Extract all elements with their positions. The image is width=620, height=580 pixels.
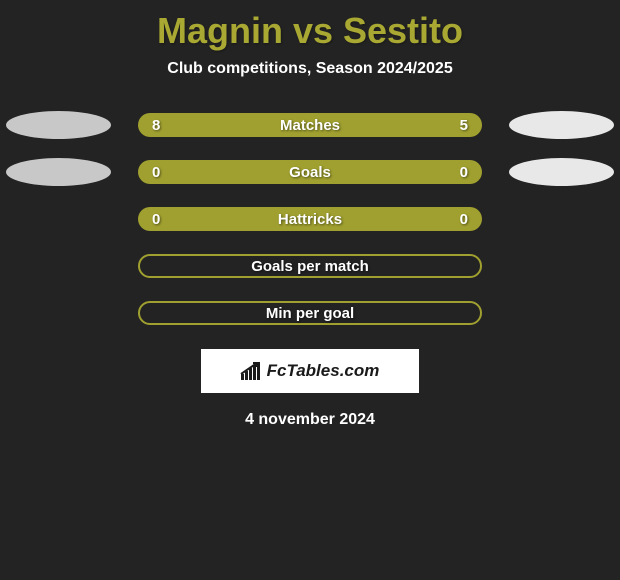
page-title: Magnin vs Sestito [0, 0, 620, 60]
player-right-oval [509, 158, 614, 186]
stat-label: Min per goal [266, 305, 354, 322]
stat-bar: 8 Matches 5 [138, 113, 482, 137]
stat-row-matches: 8 Matches 5 [0, 113, 620, 137]
stat-bar: Goals per match [138, 254, 482, 278]
stat-row-hattricks: 0 Hattricks 0 [0, 207, 620, 231]
stat-value-left: 0 [152, 211, 160, 228]
stat-label: Matches [280, 117, 340, 134]
stat-value-left: 8 [152, 117, 160, 134]
player-left-oval [6, 111, 111, 139]
stat-label: Goals per match [251, 258, 369, 275]
brand-chart-icon [241, 362, 263, 380]
brand-text: FcTables.com [267, 361, 380, 381]
stat-value-right: 5 [460, 117, 468, 134]
stat-rows: 8 Matches 5 0 Goals 0 0 Hattricks 0 Goal… [0, 113, 620, 325]
stat-label: Hattricks [278, 211, 342, 228]
brand-box[interactable]: FcTables.com [201, 349, 419, 393]
player-left-oval [6, 158, 111, 186]
stat-row-min-per-goal: Min per goal [0, 301, 620, 325]
stat-row-goals: 0 Goals 0 [0, 160, 620, 184]
stat-label: Goals [289, 164, 331, 181]
stat-value-left: 0 [152, 164, 160, 181]
generated-date: 4 november 2024 [0, 411, 620, 429]
stat-value-right: 0 [460, 211, 468, 228]
player-right-oval [509, 111, 614, 139]
stat-bar: Min per goal [138, 301, 482, 325]
stat-value-right: 0 [460, 164, 468, 181]
page-subtitle: Club competitions, Season 2024/2025 [0, 60, 620, 78]
stat-bar: 0 Goals 0 [138, 160, 482, 184]
stat-row-goals-per-match: Goals per match [0, 254, 620, 278]
stat-bar: 0 Hattricks 0 [138, 207, 482, 231]
